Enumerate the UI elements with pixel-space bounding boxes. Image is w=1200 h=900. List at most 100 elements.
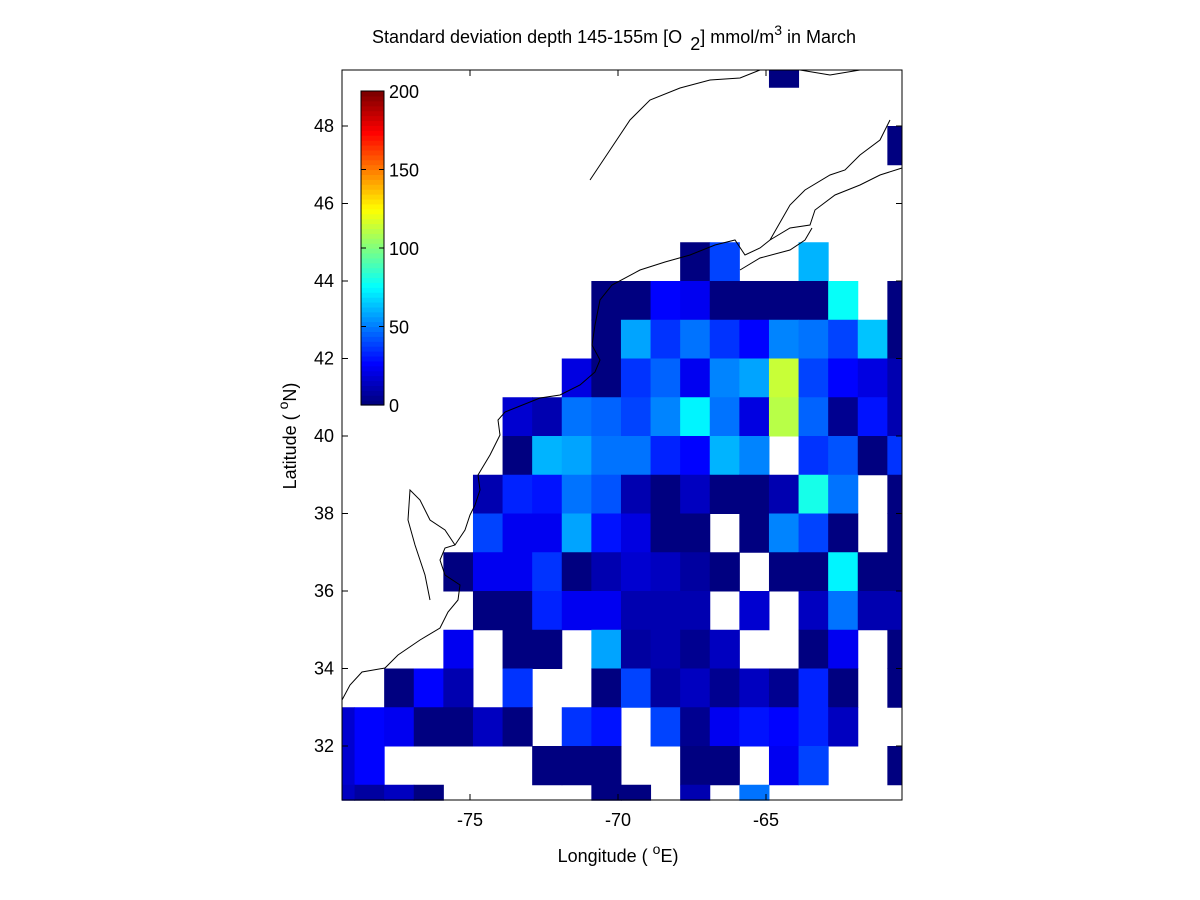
colorbar-segment xyxy=(361,208,384,215)
heatmap-cell xyxy=(680,242,711,282)
heatmap-cell xyxy=(532,474,563,514)
heatmap-cell xyxy=(354,707,385,747)
heatmap-cell xyxy=(443,629,474,669)
heatmap-cell xyxy=(532,746,563,786)
heatmap-cell xyxy=(798,397,829,437)
y-tick-label: 44 xyxy=(314,271,334,291)
heatmap-cell xyxy=(413,668,444,708)
colorbar-segment xyxy=(361,287,384,293)
colorbar-segment xyxy=(361,257,384,264)
colorbar-segment xyxy=(361,233,384,239)
colorbar-segment xyxy=(361,110,384,117)
heatmap-cell xyxy=(739,281,770,321)
chart-title: Standard deviation depth 145-155m [O 2] m… xyxy=(372,22,856,54)
heatmap-cell xyxy=(591,707,622,747)
heatmap-cell xyxy=(561,707,592,747)
title-end: in March xyxy=(782,27,856,47)
heatmap-cell xyxy=(887,513,903,553)
heatmap-cell xyxy=(502,707,533,747)
colorbar-segment xyxy=(361,282,384,288)
heatmap-cell xyxy=(768,474,800,514)
colorbar-segment xyxy=(361,375,384,382)
heatmap-cell xyxy=(680,397,711,437)
heatmap-cell xyxy=(739,358,770,398)
colorbar-segment xyxy=(361,248,384,254)
heatmap-cell xyxy=(768,668,800,708)
heatmap-cell xyxy=(591,591,622,631)
heatmap-cell xyxy=(341,784,356,801)
heatmap-cell xyxy=(709,358,740,398)
xlabel-degree: o xyxy=(653,841,661,857)
heatmap-cell xyxy=(768,513,800,553)
heatmap-cell xyxy=(650,474,681,514)
xlabel-suffix: E) xyxy=(660,846,678,866)
heatmap-cell xyxy=(561,474,592,514)
heatmap-cell xyxy=(472,591,504,631)
heatmap-cell xyxy=(887,629,903,669)
colorbar-segment xyxy=(361,321,384,328)
heatmap-cell xyxy=(650,668,681,708)
heatmap-cell xyxy=(472,474,504,514)
heatmap-cell xyxy=(650,591,681,631)
colorbar-segment xyxy=(361,95,384,102)
heatmap-cell xyxy=(620,668,652,708)
heatmap-cell xyxy=(620,784,652,801)
heatmap-cell xyxy=(739,319,770,359)
heatmap-cell xyxy=(798,358,829,398)
heatmap-cell xyxy=(561,746,592,786)
heatmap-cell xyxy=(739,436,770,476)
colorbar-segment xyxy=(361,115,384,122)
colorbar-segment xyxy=(361,316,384,323)
colorbar-segment xyxy=(361,140,384,146)
ylabel-prefix: Latitude ( xyxy=(280,409,300,489)
colorbar-segment xyxy=(361,297,384,303)
xlabel-prefix: Longitude ( xyxy=(558,846,653,866)
heatmap-cell xyxy=(798,746,829,786)
heatmap-cell xyxy=(828,436,859,476)
colorbar-segment xyxy=(361,179,384,185)
x-axis: -75 -70 -65 xyxy=(457,70,779,830)
heatmap-cell xyxy=(650,436,681,476)
colorbar-segment xyxy=(361,149,384,156)
heatmap-cell xyxy=(798,668,829,708)
colorbar-segment xyxy=(361,301,384,308)
colorbar-segment xyxy=(361,189,384,195)
y-tick-label: 34 xyxy=(314,659,334,679)
heatmap-cell xyxy=(857,397,888,437)
colorbar-segment xyxy=(361,135,384,141)
y-tick-label: 38 xyxy=(314,504,334,524)
heatmap-cell xyxy=(768,707,800,747)
heatmap-cell xyxy=(620,552,652,592)
heatmap-cell xyxy=(620,319,652,359)
heatmap-cell xyxy=(709,397,740,437)
colorbar-tick-label: 150 xyxy=(389,161,419,181)
heatmap-cell xyxy=(650,319,681,359)
heatmap-cell xyxy=(828,668,859,708)
colorbar-segment xyxy=(361,390,384,396)
heatmap-cell xyxy=(413,707,444,747)
ylabel-degree: o xyxy=(275,401,291,409)
heatmap-cell xyxy=(680,358,711,398)
heatmap-cell xyxy=(798,281,829,321)
heatmap-cell xyxy=(768,746,800,786)
heatmap-cell xyxy=(739,513,770,553)
colorbar: 0 50 100 150 200 xyxy=(360,82,419,416)
heatmap-cell xyxy=(798,629,829,669)
colorbar-segment xyxy=(361,91,384,97)
heatmap-cell xyxy=(620,358,652,398)
y-tick-label: 46 xyxy=(314,194,334,214)
heatmap-cell xyxy=(502,668,533,708)
colorbar-segment xyxy=(361,252,384,259)
heatmap-cell xyxy=(680,668,711,708)
heatmap-cell xyxy=(828,552,859,592)
colorbar-segment xyxy=(361,174,384,180)
colorbar-segment xyxy=(361,194,384,200)
colorbar-segment xyxy=(361,336,384,342)
heatmap-cell xyxy=(798,319,829,359)
y-tick-label: 48 xyxy=(314,116,334,136)
heatmap-cell xyxy=(768,358,800,398)
y-tick-label: 42 xyxy=(314,349,334,369)
heatmap-cell xyxy=(620,436,652,476)
heatmap-cell xyxy=(341,707,356,747)
heatmap-cell xyxy=(502,552,533,592)
